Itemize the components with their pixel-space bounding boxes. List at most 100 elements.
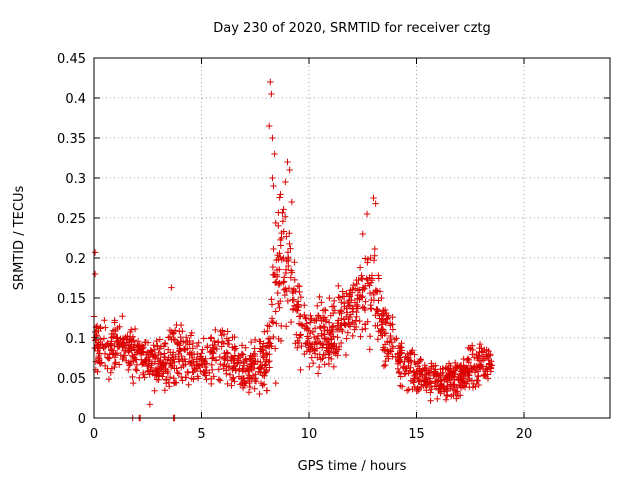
data-point-1262 xyxy=(154,342,161,350)
data-point-72 xyxy=(379,317,386,325)
data-point-1319 xyxy=(343,313,350,321)
data-point-590 xyxy=(302,340,309,348)
data-point-486 xyxy=(277,236,284,244)
x-axis-label: GPS time / hours xyxy=(298,459,407,474)
data-point-535 xyxy=(362,255,369,262)
data-point-975 xyxy=(263,387,270,394)
x-tick-label-3: 15 xyxy=(408,427,425,442)
data-point-678 xyxy=(319,355,326,362)
data-point-945 xyxy=(346,323,354,330)
data-point-1523 xyxy=(146,401,154,408)
data-point-267 xyxy=(197,367,204,375)
data-point-715 xyxy=(406,357,414,364)
data-point-1120 xyxy=(210,337,218,345)
data-point-626 xyxy=(392,353,399,361)
data-point-1196 xyxy=(153,337,160,345)
data-point-1387 xyxy=(292,287,299,295)
data-point-1415 xyxy=(181,345,188,353)
data-point-844 xyxy=(215,376,223,383)
data-point-489 xyxy=(342,351,350,359)
data-point-1407 xyxy=(251,352,259,360)
data-point-1014 xyxy=(151,387,158,394)
data-point-1516 xyxy=(91,270,99,278)
data-point-1495 xyxy=(440,383,447,390)
data-point-1282 xyxy=(247,361,254,369)
data-point-952 xyxy=(188,375,195,382)
data-point-23 xyxy=(356,264,364,271)
data-point-140 xyxy=(277,242,285,249)
data-point-1451 xyxy=(188,362,196,370)
data-point-1500 xyxy=(267,78,274,86)
data-point-361 xyxy=(238,350,246,358)
data-point-602 xyxy=(209,366,216,374)
data-point-1410 xyxy=(266,323,273,330)
data-point-654 xyxy=(397,373,404,380)
data-point-1028 xyxy=(239,351,246,358)
x-tick-label-1: 5 xyxy=(197,427,205,442)
data-point-1504 xyxy=(271,150,278,158)
data-point-1245 xyxy=(186,350,194,357)
data-point-1331 xyxy=(421,371,429,378)
data-point-1463 xyxy=(125,366,132,374)
data-point-1208 xyxy=(260,349,267,357)
data-point-1469 xyxy=(314,302,321,310)
data-point-1346 xyxy=(169,351,176,359)
data-point-713 xyxy=(179,377,186,384)
data-point-501 xyxy=(340,293,348,300)
data-point-553 xyxy=(212,357,220,364)
data-point-1389 xyxy=(379,346,387,353)
data-point-97 xyxy=(476,340,484,348)
data-point-768 xyxy=(259,382,266,389)
data-point-981 xyxy=(366,282,373,289)
data-point-542 xyxy=(170,375,177,382)
data-point-1349 xyxy=(475,352,482,359)
data-point-1388 xyxy=(245,367,252,375)
data-point-984 xyxy=(200,335,207,342)
data-point-1240 xyxy=(461,380,468,387)
data-point-1155 xyxy=(251,377,259,385)
data-point-193 xyxy=(280,206,287,213)
data-point-951 xyxy=(269,319,277,326)
data-point-1192 xyxy=(208,361,215,369)
data-point-1270 xyxy=(358,272,365,279)
data-point-1490 xyxy=(108,330,115,338)
data-point-1468 xyxy=(423,381,430,388)
data-point-1501 xyxy=(268,90,275,98)
data-point-596 xyxy=(475,381,482,389)
data-point-1430 xyxy=(416,365,423,372)
data-point-890 xyxy=(403,387,411,394)
data-point-950 xyxy=(151,346,158,353)
data-point-1373 xyxy=(347,311,354,318)
data-point-1036 xyxy=(336,294,344,301)
data-point-837 xyxy=(182,374,190,381)
data-point-1355 xyxy=(405,369,412,377)
data-point-1350 xyxy=(221,356,229,364)
data-point-1144 xyxy=(415,386,423,393)
data-point-1011 xyxy=(229,365,237,372)
data-point-1305 xyxy=(366,333,374,340)
data-point-1150 xyxy=(476,363,483,371)
y-tick-label-0: 0 xyxy=(78,412,86,427)
data-point-1327 xyxy=(320,351,327,358)
data-point-1515 xyxy=(91,249,99,256)
data-point-1334 xyxy=(203,367,210,374)
data-point-1396 xyxy=(165,334,172,341)
data-point-1360 xyxy=(179,328,186,335)
data-point-1336 xyxy=(268,342,275,350)
data-point-1239 xyxy=(359,293,366,300)
data-point-758 xyxy=(318,330,325,337)
data-point-69 xyxy=(207,335,214,342)
data-point-1376 xyxy=(100,335,108,342)
data-point-1431 xyxy=(405,354,412,361)
data-point-870 xyxy=(274,289,281,297)
data-point-1453 xyxy=(242,355,249,363)
y-tick-label-7: 0.35 xyxy=(57,132,86,147)
data-point-1441 xyxy=(157,343,165,350)
data-point-1353 xyxy=(273,266,281,274)
data-point-1301 xyxy=(129,333,137,340)
x-tick-label-4: 20 xyxy=(516,427,533,442)
data-point-1268 xyxy=(314,354,321,361)
data-point-1304 xyxy=(275,335,282,343)
data-point-776 xyxy=(160,370,167,377)
data-point-1465 xyxy=(426,377,434,385)
